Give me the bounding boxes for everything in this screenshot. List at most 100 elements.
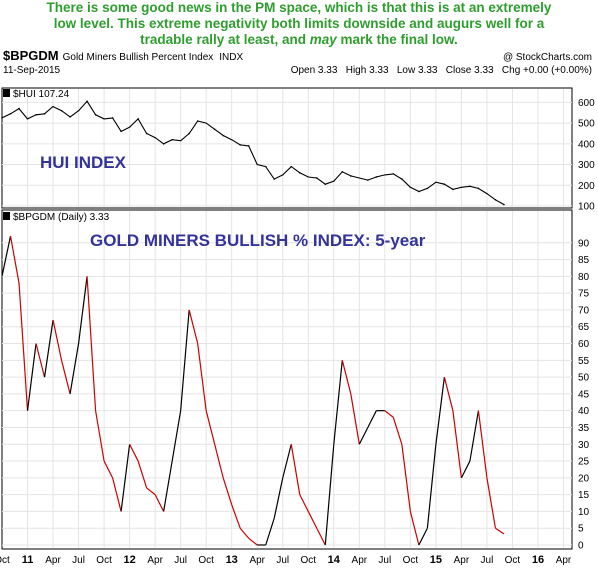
bpgdm-segment: [69, 343, 80, 394]
bpgdm-segment: [307, 511, 318, 529]
bpgdm-segment: [299, 494, 309, 512]
bpgdm-segment: [265, 517, 275, 546]
caption-line-3: tradable rally at least, and may mark th…: [140, 32, 458, 47]
copyright-label: @ StockCharts.com: [503, 52, 592, 63]
bpgdm-y-tick-label: 30: [578, 440, 590, 451]
bpgdm-segment: [222, 477, 233, 505]
x-tick-label: Jul: [481, 555, 494, 566]
bpgdm-segment: [26, 343, 37, 411]
x-tick-label: Apr: [556, 555, 572, 566]
x-tick-label: Jul: [378, 555, 391, 566]
bpgdm-segment: [77, 276, 88, 344]
hui-legend-swatch: [3, 89, 10, 97]
hui-y-axis: 100 200 300 400 500 600: [578, 98, 595, 213]
bpgdm-y-tick-label: 50: [578, 373, 590, 384]
bpgdm-segment: [86, 276, 97, 411]
bpgdm-segment: [129, 443, 139, 462]
x-tick-label: Oct: [96, 555, 112, 566]
bpgdm-segment: [9, 235, 20, 284]
x-tick-label: Jul: [72, 555, 85, 566]
x-tick-label: Oct: [198, 555, 214, 566]
bpgdm-y-tick-label: 55: [578, 356, 590, 367]
bpgdm-segment: [452, 410, 462, 478]
hui-y-tick-label: 500: [578, 119, 595, 130]
x-tick-label: Apr: [147, 555, 163, 566]
bpgdm-segment: [443, 376, 454, 411]
bpgdm-segment: [18, 283, 29, 411]
bpgdm-segment: [120, 444, 131, 512]
bpgdm-panel: [1, 209, 573, 550]
x-tick-label: 11: [22, 554, 34, 566]
x-tick-label: Apr: [454, 555, 470, 566]
bpgdm-segment: [358, 427, 369, 445]
bpgdm-y-tick-label: 80: [578, 272, 590, 283]
hui-y-tick-label: 200: [578, 181, 595, 192]
x-tick-label: Oct: [0, 555, 10, 566]
x-tick-label: Oct: [505, 555, 521, 566]
bpgdm-y-tick-label: 5: [578, 524, 584, 535]
x-tick-label: Apr: [352, 555, 368, 566]
hui-y-tick-label: 300: [578, 160, 595, 171]
bpgdm-y-tick-label: 60: [578, 339, 590, 350]
x-tick-label: Apr: [45, 555, 61, 566]
caption-line-1: There is some good news in the PM space,…: [46, 0, 552, 15]
bpgdm-segment: [273, 477, 284, 519]
chart-exchange: INDX: [219, 52, 243, 63]
bpgdm-segment: [282, 444, 292, 478]
bpgdm-y-tick-label: 75: [578, 289, 590, 300]
bpgdm-segment: [460, 460, 471, 479]
hui-legend: $HUI 107.24: [13, 89, 70, 100]
x-tick-label: 13: [226, 554, 238, 566]
bpgdm-y-tick-label: 40: [578, 406, 590, 417]
bpgdm-grid: [2, 211, 572, 548]
bpgdm-segment: [409, 511, 420, 546]
bpgdm-segment: [154, 494, 165, 512]
bpgdm-segment: [163, 460, 173, 512]
bpgdm-y-tick-label: 15: [578, 490, 590, 501]
x-tick-label: Jul: [276, 555, 289, 566]
bpgdm-segment: [392, 417, 403, 445]
bpgdm-segment: [401, 444, 411, 512]
bpgdm-segment: [188, 309, 199, 344]
x-tick-label: Oct: [403, 555, 419, 566]
bpgdm-segment: [316, 527, 326, 546]
bpgdm-segment: [477, 410, 488, 478]
x-tick-label: 12: [123, 554, 135, 566]
bpgdm-segment: [103, 460, 114, 479]
caption-emphasis: may: [309, 32, 337, 47]
bpgdm-y-tick-label: 45: [578, 389, 590, 400]
hui-annotation: HUI INDEX: [40, 153, 127, 172]
hui-grid: [1, 89, 572, 207]
bpgdm-segment: [60, 360, 71, 395]
x-tick-label: Oct: [300, 555, 316, 566]
bpgdm-y-axis: 0 5 10 15 20 25 30 35 40 45 50 55 60 65 70 75 80 85 90: [578, 238, 590, 551]
bpgdm-y-tick-label: 85: [578, 255, 590, 266]
bpgdm-segment: [205, 410, 216, 445]
bpgdm-segment: [333, 360, 343, 445]
bpgdm-segment: [248, 537, 258, 546]
x-tick-label: 16: [532, 554, 544, 566]
bpgdm-y-tick-label: 90: [578, 238, 590, 249]
bpgdm-segment: [35, 343, 46, 378]
bpgdm-segment: [290, 444, 301, 495]
bpgdm-segment: [231, 504, 241, 529]
bpgdm-segment: [197, 343, 207, 411]
hui-y-tick-label: 100: [578, 202, 595, 213]
bpgdm-segment: [486, 477, 497, 529]
bpgdm-segment: [94, 410, 105, 462]
caption-line-2: low level. This extreme negativity both …: [53, 16, 545, 31]
chart-symbol: $BPGDM: [3, 48, 59, 63]
bpgdm-segment: [52, 319, 63, 361]
bpgdm-y-tick-label: 10: [578, 507, 590, 518]
bpgdm-legend-swatch: [3, 212, 10, 220]
x-tick-label: Jul: [174, 555, 187, 566]
x-tick-label: 14: [328, 554, 341, 566]
bpgdm-segment: [1, 235, 12, 277]
bpgdm-segment: [214, 444, 224, 478]
bpgdm-segment: [367, 410, 377, 428]
bpgdm-y-tick-label: 20: [578, 473, 590, 484]
bpgdm-y-tick-label: 0: [578, 541, 584, 552]
quote-line: Open 3.33 High 3.33 Low 3.33 Close 3.33 …: [291, 65, 592, 76]
bpgdm-segment: [324, 444, 335, 546]
